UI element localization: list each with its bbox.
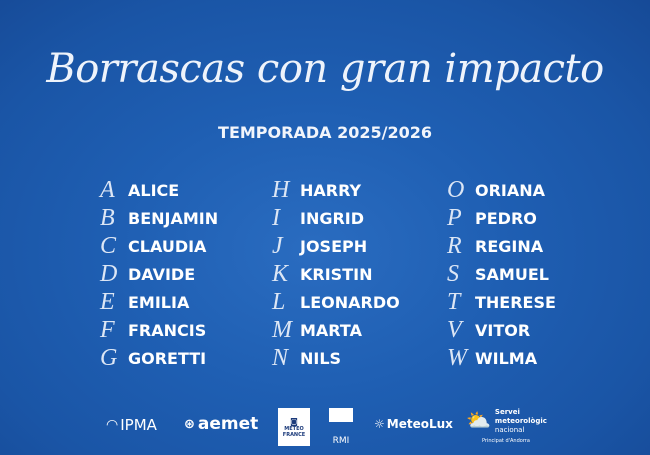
storm-name-item: K KRISTIN	[272, 260, 400, 288]
initial-letter: R	[447, 232, 462, 259]
storm-name-item: I INGRID	[272, 204, 400, 232]
initial-letter: N	[272, 344, 289, 371]
storm-name-item: A ALICE	[100, 176, 218, 204]
initial-letter: O	[447, 176, 465, 203]
storm-name: EMILIA	[128, 292, 190, 312]
storm-name: DAVIDE	[128, 264, 196, 284]
storm-name-item: O ORIANA	[447, 176, 556, 204]
initial-letter: F	[100, 316, 115, 343]
storm-name-item: E EMILIA	[100, 288, 218, 316]
initial-letter: K	[272, 260, 289, 287]
storm-name-item: B BENJAMIN	[100, 204, 218, 232]
storm-name: CLAUDIA	[128, 236, 207, 256]
initial-letter: P	[447, 204, 462, 231]
storm-name: VITOR	[475, 320, 531, 340]
initial-letter: L	[272, 288, 286, 315]
storm-name-item: G GORETTI	[100, 344, 218, 372]
storm-name: ORIANA	[475, 180, 546, 200]
logo-andorra-sub: Principat d'Andorra	[482, 438, 530, 444]
storm-name: ALICE	[128, 180, 180, 200]
initial-letter: C	[100, 232, 117, 259]
storm-name: WILMA	[475, 348, 538, 368]
storm-name-item: F FRANCIS	[100, 316, 218, 344]
storm-name-item: D DAVIDE	[100, 260, 218, 288]
storm-name: INGRID	[300, 208, 365, 228]
logo-aemet: ⊛ aemet	[184, 414, 259, 434]
initial-letter: V	[447, 316, 462, 343]
logo-meteo-france: ◙ METEO FRANCE	[278, 408, 310, 446]
initial-letter: H	[272, 176, 290, 203]
page-title: Borrascas con gran impacto	[46, 46, 604, 92]
initial-letter: B	[100, 204, 115, 231]
initial-letter: J	[272, 232, 283, 259]
names-column: H HARRY I INGRID J JOSEPH K KRISTIN L LEONARDO M MA…	[272, 176, 400, 372]
initial-letter: G	[100, 344, 118, 371]
storm-name-item: T THERESE	[447, 288, 556, 316]
sun-icon: ☼	[374, 417, 385, 431]
storm-name: FRANCIS	[128, 320, 207, 340]
storm-name-item: W WILMA	[447, 344, 556, 372]
storm-name: PEDRO	[475, 208, 537, 228]
initial-letter: E	[100, 288, 115, 315]
storm-name-item: L LEONARDO	[272, 288, 400, 316]
storm-name: NILS	[300, 348, 342, 368]
names-column: A ALICE B BENJAMIN C CLAUDIA D DAVIDE E EMILIA F FR…	[100, 176, 218, 372]
storm-name-item: P PEDRO	[447, 204, 556, 232]
storm-name: THERESE	[475, 292, 556, 312]
storm-name: HARRY	[300, 180, 362, 200]
storm-name-item: N NILS	[272, 344, 400, 372]
meteo-france-icon: ◙	[290, 416, 298, 426]
storm-name-item: H HARRY	[272, 176, 400, 204]
storm-name: KRISTIN	[300, 264, 373, 284]
logo-ipma: ◠ IPMA	[106, 416, 157, 434]
storm-name: GORETTI	[128, 348, 207, 368]
storm-name-item: C CLAUDIA	[100, 232, 218, 260]
storm-name-item: R REGINA	[447, 232, 556, 260]
season-subtitle: TEMPORADA 2025/2026	[218, 123, 432, 142]
logo-rmi: RMI	[329, 408, 353, 446]
names-column: O ORIANA P PEDRO R REGINA S SAMUEL T THERESE V VITO…	[447, 176, 556, 372]
ipma-arcs-icon: ◠	[106, 417, 119, 433]
initial-letter: T	[447, 288, 461, 315]
storm-name: BENJAMIN	[128, 208, 219, 228]
storm-name-item: S SAMUEL	[447, 260, 556, 288]
partner-logos: ◠ IPMA ⊛ aemet ◙ METEO FRANCE RMI ☼ Mete…	[0, 408, 650, 448]
initial-letter: M	[272, 316, 292, 343]
logo-meteolux: ☼ MeteoLux	[374, 417, 453, 431]
initial-letter: D	[100, 260, 118, 287]
sun-cloud-icon: ⛅	[466, 408, 491, 432]
initial-letter: A	[100, 176, 115, 203]
storm-name-item: M MARTA	[272, 316, 400, 344]
initial-letter: W	[447, 344, 467, 371]
storm-name: REGINA	[475, 236, 544, 256]
storm-name-item: V VITOR	[447, 316, 556, 344]
storm-name: JOSEPH	[300, 236, 368, 256]
logo-andorra: ⛅ Servei meteorològic nacional	[466, 408, 547, 434]
storm-name-item: J JOSEPH	[272, 232, 400, 260]
initial-letter: S	[447, 260, 459, 287]
storm-name: MARTA	[300, 320, 362, 340]
storm-name: SAMUEL	[475, 264, 549, 284]
storm-name: LEONARDO	[300, 292, 400, 312]
aemet-emblem-icon: ⊛	[184, 416, 195, 432]
initial-letter: I	[272, 204, 280, 231]
